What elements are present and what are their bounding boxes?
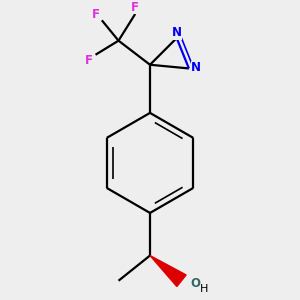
- Text: F: F: [131, 1, 139, 14]
- Text: H: H: [200, 284, 208, 294]
- Text: N: N: [172, 26, 182, 39]
- Text: N: N: [191, 61, 201, 74]
- Polygon shape: [150, 256, 186, 286]
- Text: F: F: [92, 8, 100, 21]
- Text: O: O: [190, 277, 201, 290]
- Text: F: F: [85, 54, 93, 67]
